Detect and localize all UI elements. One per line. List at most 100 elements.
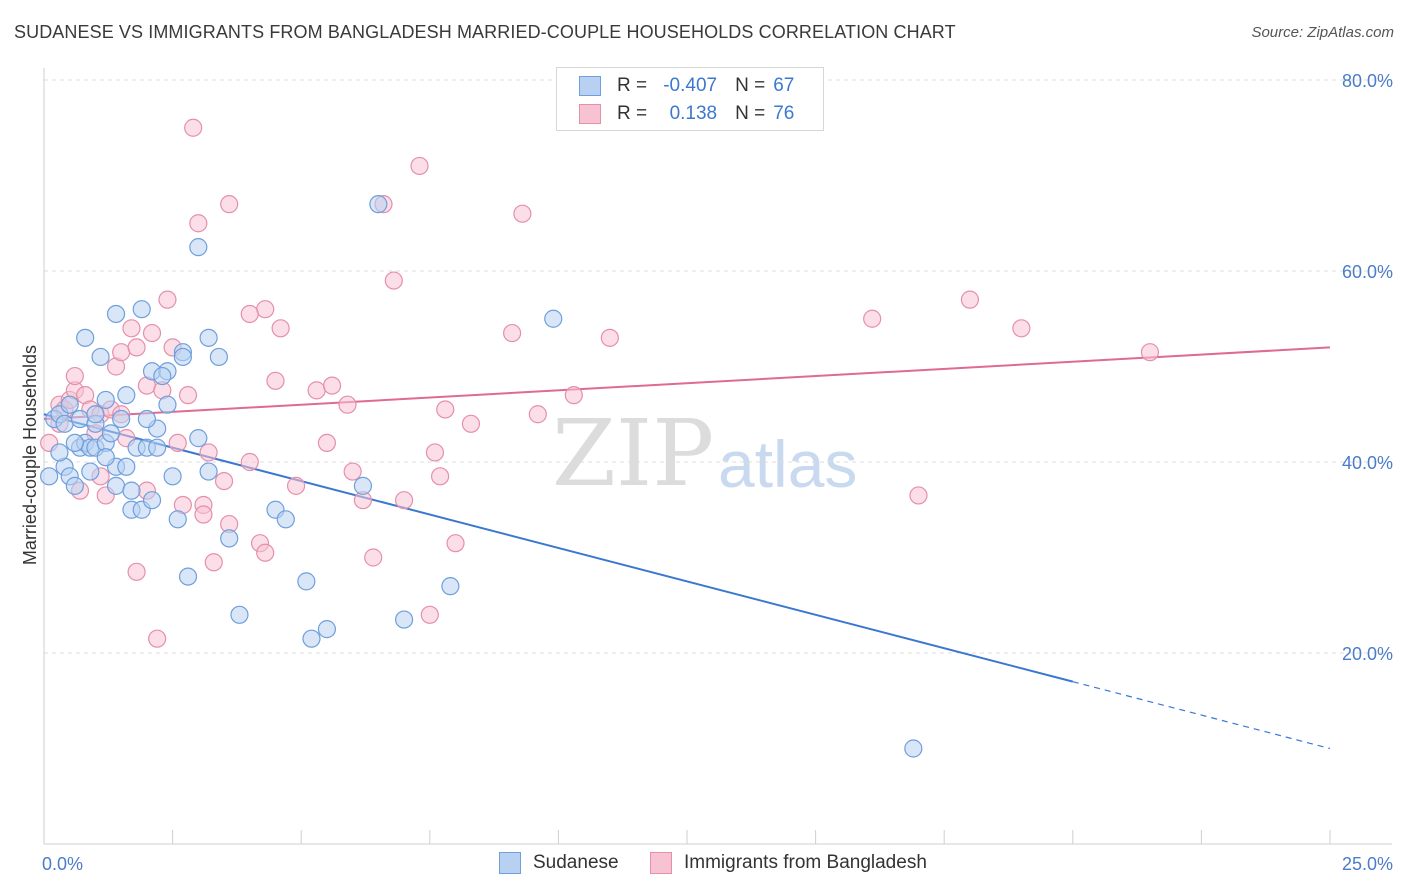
sudanese-point — [178, 567, 198, 586]
sudanese-point — [158, 395, 177, 414]
x-tick-label: 25.0% — [1342, 854, 1393, 874]
bangladesh-point — [503, 323, 522, 343]
sudanese-point — [199, 462, 218, 481]
sudanese-point — [163, 467, 182, 486]
sudanese-point — [153, 366, 172, 386]
sudanese-point — [122, 481, 141, 500]
trend-lines — [43, 346, 1331, 750]
source-label: Source: ZipAtlas.com — [1251, 24, 1394, 41]
sudanese-point — [81, 462, 100, 481]
sudanese-point — [106, 476, 126, 495]
sudanese-point — [441, 577, 460, 596]
sudanese-point — [168, 510, 187, 529]
bangladesh-point — [1140, 343, 1160, 362]
legend-n-label: N = — [735, 103, 766, 124]
sudanese-point — [101, 424, 120, 443]
bangladesh-point — [199, 443, 218, 462]
bangladesh-point — [425, 443, 445, 462]
bangladesh-point — [317, 433, 337, 452]
legend-row-bangladesh: R = 0.138 N = 76 — [579, 101, 794, 127]
bangladesh-point — [909, 486, 928, 505]
sudanese-point — [96, 448, 115, 467]
sudanese-point — [142, 491, 162, 510]
bangladesh-point — [338, 395, 357, 414]
watermark-zip: ZIP — [552, 400, 715, 507]
bangladesh-point — [220, 195, 239, 214]
bangladesh-point — [410, 156, 429, 176]
legend-item-sudanese: Sudanese — [499, 852, 619, 874]
sudanese-point — [86, 405, 105, 424]
sudanese-point — [199, 328, 218, 347]
y-tick-label: 40.0% — [1342, 453, 1393, 473]
sudanese-point — [106, 304, 126, 324]
bangladesh-point — [148, 629, 167, 648]
sudanese-point — [173, 347, 192, 367]
bangladesh-point — [189, 214, 208, 233]
sudanese-point — [544, 309, 563, 328]
legend-r-label: R = — [617, 75, 648, 96]
sudanese-point — [148, 438, 167, 457]
bangladesh-point — [214, 472, 234, 491]
bangladesh-point — [240, 304, 259, 324]
axes — [43, 68, 1392, 845]
bangladesh-point — [364, 548, 383, 567]
legend-n-label: N = — [735, 75, 766, 96]
sudanese-trend-line — [43, 413, 1074, 683]
sudanese-point — [91, 347, 110, 367]
bangladesh-point — [436, 400, 455, 419]
sudanese-point — [70, 409, 90, 429]
legend-r-value-bangladesh: 0.138 — [669, 103, 718, 124]
bangladesh-point — [863, 309, 882, 328]
sudanese-point — [276, 510, 295, 529]
bangladesh-point — [513, 204, 532, 223]
bangladesh-point — [322, 376, 342, 395]
sudanese-point — [96, 390, 115, 410]
bangladesh-point — [307, 381, 326, 400]
bangladesh-point — [256, 543, 275, 562]
sudanese-point — [189, 238, 208, 257]
legend-swatch-bangladesh — [579, 104, 601, 124]
sudanese-point — [40, 467, 59, 486]
bangladesh-point — [960, 290, 980, 309]
bangladesh-point — [600, 328, 619, 347]
bangladesh-point — [112, 343, 131, 362]
bangladesh-point — [420, 605, 439, 624]
bangladesh-point — [394, 491, 414, 510]
y-tick-label: 80.0% — [1342, 71, 1393, 91]
legend-label-sudanese: Sudanese — [533, 852, 619, 873]
series-legend: Sudanese Immigrants from Bangladesh — [0, 852, 1406, 878]
legend-n-value-bangladesh: 76 — [773, 103, 795, 124]
legend-row-sudanese: R = -0.407 N = 67 — [579, 73, 794, 99]
sudanese-point — [132, 300, 151, 319]
sudanese-point — [189, 429, 208, 448]
watermark-atlas: atlas — [718, 427, 858, 501]
bangladesh-point — [127, 338, 146, 357]
sudanese-point — [117, 457, 136, 476]
legend-r-value-sudanese: -0.407 — [663, 75, 718, 96]
bangladesh-point — [178, 386, 198, 405]
bangladesh-point — [564, 386, 583, 405]
data-points — [40, 118, 1160, 758]
bangladesh-point — [461, 414, 481, 433]
gridlines — [44, 79, 1392, 654]
sudanese-point — [904, 739, 923, 758]
sudanese-point — [230, 605, 249, 624]
legend-swatch-bangladesh — [650, 852, 672, 874]
bangladesh-point — [343, 462, 362, 481]
sudanese-point — [209, 347, 228, 367]
sudanese-point — [50, 443, 69, 462]
bangladesh-point — [158, 290, 177, 309]
sudanese-point — [76, 328, 95, 347]
y-tick-label: 20.0% — [1342, 644, 1393, 664]
bangladesh-point — [384, 271, 403, 290]
bangladesh-point — [122, 319, 141, 338]
x-tick-label: 0.0% — [42, 854, 83, 874]
bangladesh-point — [430, 467, 450, 486]
bangladesh-point — [65, 366, 84, 386]
chart-title: SUDANESE VS IMMIGRANTS FROM BANGLADESH M… — [14, 22, 956, 42]
sudanese-point — [137, 409, 156, 429]
sudanese-point — [60, 395, 79, 414]
sudanese-point — [353, 476, 373, 495]
legend-swatch-sudanese — [499, 852, 521, 874]
